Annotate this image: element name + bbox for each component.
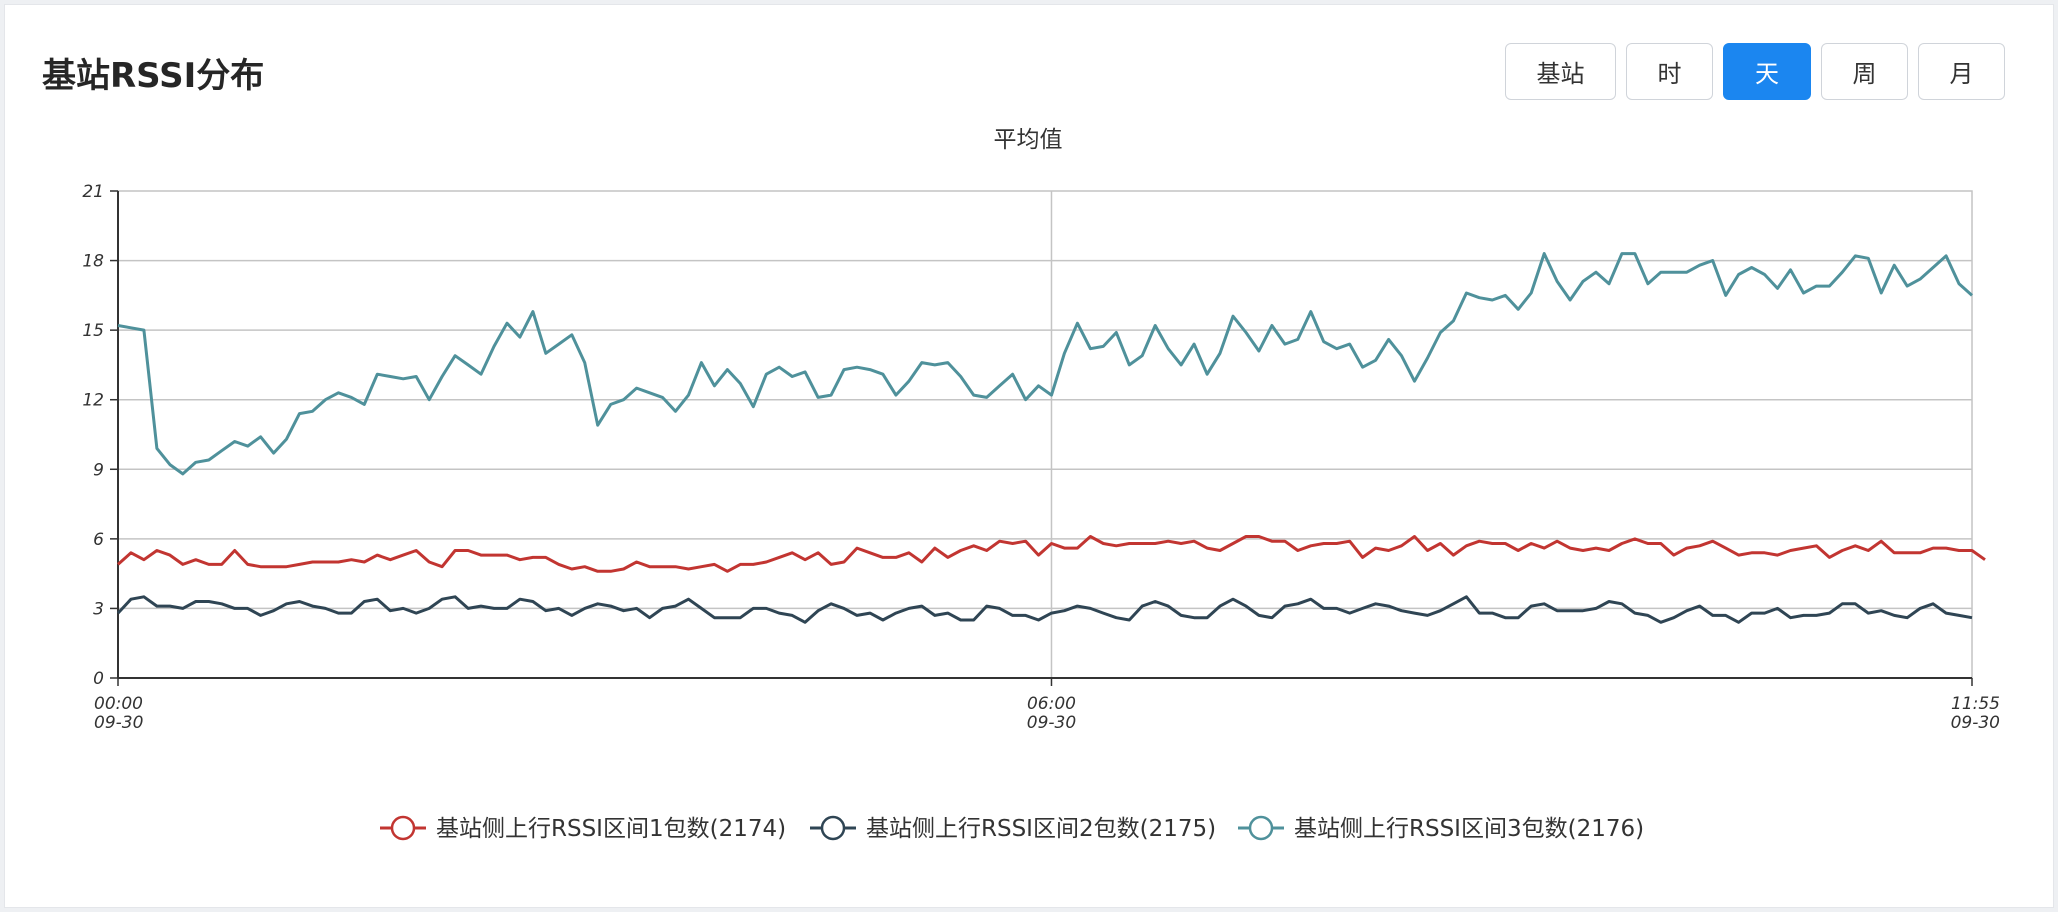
period-toolbar: 基站 时 天 周 月 <box>1505 43 2005 100</box>
chart-panel <box>4 4 2054 908</box>
x-tick-time: 06:00 <box>1027 694 1076 714</box>
y-tick-label: 15 <box>82 321 104 341</box>
x-tick-time: 00:00 <box>94 694 143 714</box>
axis-layer: 03691215182100:0009-3006:0009-3011:5509-… <box>82 182 2000 733</box>
chart-title: 平均值 <box>994 127 1063 153</box>
y-tick-label: 18 <box>82 252 104 272</box>
y-tick-label: 6 <box>93 530 104 550</box>
month-button[interactable]: 月 <box>1918 43 2005 100</box>
day-button[interactable]: 天 <box>1723 43 1811 100</box>
y-tick-label: 3 <box>93 599 104 619</box>
legend-marker <box>390 815 416 841</box>
series-layer <box>116 252 1986 624</box>
panel-title: 基站RSSI分布 <box>42 56 265 96</box>
legend-label: 基站侧上行RSSI区间2包数(2175) <box>866 816 1216 842</box>
legend-marker <box>820 815 846 841</box>
x-tick-time: 11:55 <box>1951 694 2000 714</box>
station-button[interactable]: 基站 <box>1505 43 1616 100</box>
legend[interactable]: 基站侧上行RSSI区间1包数(2174) 基站侧上行RSSI区间2包数(2175)… <box>380 815 1644 842</box>
y-tick-label: 12 <box>82 391 104 411</box>
x-tick-date: 09-30 <box>94 713 143 733</box>
series-line-1 <box>117 535 1986 573</box>
legend-item-3[interactable]: 基站侧上行RSSI区间3包数(2176) <box>1238 815 1644 842</box>
plot-frame <box>117 190 1973 679</box>
hour-button[interactable]: 时 <box>1626 43 1713 100</box>
legend-label: 基站侧上行RSSI区间3包数(2176) <box>1294 816 1644 842</box>
y-tick-label: 21 <box>82 182 104 202</box>
y-tick-label: 0 <box>93 669 104 689</box>
legend-item-2[interactable]: 基站侧上行RSSI区间2包数(2175) <box>810 815 1216 842</box>
series-line-2 <box>116 595 1973 624</box>
legend-marker <box>1248 815 1274 841</box>
legend-label: 基站侧上行RSSI区间1包数(2174) <box>436 816 786 842</box>
x-tick-date: 09-30 <box>1951 713 2000 733</box>
week-button[interactable]: 周 <box>1821 43 1908 100</box>
y-tick-label: 9 <box>93 460 104 480</box>
legend-item-1[interactable]: 基站侧上行RSSI区间1包数(2174) <box>380 815 786 842</box>
x-tick-date: 09-30 <box>1027 713 1076 733</box>
series-line-3 <box>117 252 1973 476</box>
grid-layer <box>117 190 1973 679</box>
